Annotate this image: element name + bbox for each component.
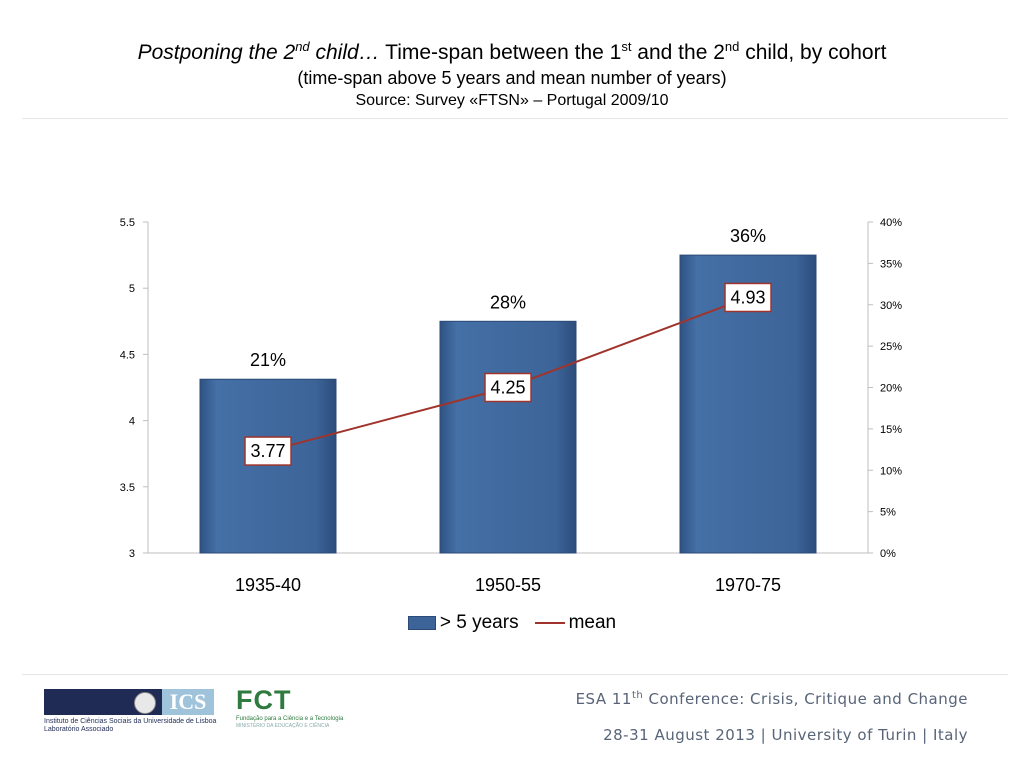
y-left-tick-label: 4.5 — [120, 349, 135, 361]
mean-data-label-box — [484, 372, 532, 403]
ics-logo: ICS Instituto de Ciências Sociais da Uni… — [44, 689, 216, 734]
legend-line-swatch — [534, 622, 565, 624]
bar-data-label: 21% — [250, 350, 286, 370]
y-left-tick-label: 5 — [129, 283, 135, 295]
y-right-tick-label: 40% — [880, 217, 902, 229]
title-italic-sup: nd — [295, 39, 310, 54]
footer-line1-sup: th — [631, 690, 644, 701]
title-main-pre: Time-span between the 1 — [379, 41, 622, 64]
ics-logo-bar: ICS — [44, 689, 214, 715]
chart-source: Source: Survey «FTSN» – Portugal 2009/10 — [355, 92, 669, 109]
title-sup-2: nd — [724, 39, 740, 54]
title-block: Postponing the 2nd child… Time-span betw… — [0, 34, 1024, 111]
footer-line1-pre: ESA 11 — [575, 690, 632, 708]
x-tick-label: 1970-75 — [715, 575, 781, 595]
y-right-tick-label: 5% — [880, 507, 896, 519]
fct-text-2: MINISTÉRIO DA EDUCAÇÃO E CIÊNCIA — [236, 723, 330, 729]
legend-line-label: mean — [568, 612, 617, 633]
mean-data-label: 3.77 — [250, 441, 285, 461]
footer-line1-post: Conference: Crisis, Critique and Change — [643, 690, 968, 708]
ics-text-line2: Laboratório Associado — [44, 726, 114, 733]
y-right-tick-label: 0% — [880, 548, 896, 560]
fct-text: Fundação para a Ciência e a Tecnologia — [236, 716, 344, 722]
title-main-mid: and the 2 — [631, 41, 725, 64]
top-divider — [22, 118, 1008, 119]
legend-item-bars: > 5 years — [407, 612, 519, 634]
y-right-tick-label: 30% — [880, 300, 902, 312]
y-right-tick-label: 15% — [880, 424, 902, 436]
title-main-post: child, by cohort — [739, 41, 887, 64]
mean-data-label-box — [244, 436, 292, 466]
y-right-tick-label: 20% — [880, 383, 902, 395]
x-tick-label: 1950-55 — [475, 575, 541, 595]
y-left-tick-label: 3 — [129, 548, 135, 560]
y-right-tick-label: 35% — [880, 258, 902, 270]
legend-item-line: mean — [534, 612, 617, 634]
bar-data-label: 28% — [490, 292, 526, 312]
fct-word: FCT — [236, 685, 292, 715]
ics-text-line1: Instituto de Ciências Sociais da Univers… — [44, 718, 217, 725]
y-right-tick-label: 10% — [880, 465, 902, 477]
y-right-tick-label: 25% — [880, 341, 902, 353]
y-left-tick-label: 5.5 — [120, 217, 135, 229]
ics-letters: ICS — [162, 689, 214, 715]
mean-data-label-box — [724, 282, 772, 313]
title-italic-pre: Postponing the 2 — [137, 41, 296, 64]
bar-data-label: 36% — [730, 226, 766, 246]
x-tick-label: 1935-40 — [235, 575, 301, 595]
university-seal-icon — [134, 692, 156, 714]
fct-logo: FCT Fundação para a Ciência e a Tecnolog… — [236, 684, 343, 729]
bar — [199, 378, 337, 554]
mean-data-label: 4.93 — [730, 287, 765, 307]
ics-logo-text: Instituto de Ciências Sociais da Univers… — [44, 718, 216, 734]
footer-conference: ESA 11th Conference: Crisis, Critique an… — [576, 690, 968, 708]
mean-data-label: 4.25 — [490, 378, 525, 398]
bar — [439, 320, 577, 554]
chart-title: Postponing the 2nd child… Time-span betw… — [0, 34, 1024, 66]
legend-bar-swatch — [407, 616, 436, 630]
footer-date-place: 28-31 August 2013 | University of Turin … — [603, 726, 968, 744]
y-left-tick-label: 3.5 — [120, 482, 135, 494]
legend-bar-label: > 5 years — [439, 612, 519, 633]
chart-legend: > 5 years mean — [0, 612, 1024, 634]
chart-subtitle: (time-span above 5 years and mean number… — [297, 68, 727, 88]
title-sup-1: st — [621, 39, 632, 54]
title-italic-post: child… — [309, 41, 380, 64]
ics-logo-dark-block — [44, 689, 162, 715]
bottom-divider — [22, 674, 1008, 675]
y-left-tick-label: 4 — [129, 416, 135, 428]
